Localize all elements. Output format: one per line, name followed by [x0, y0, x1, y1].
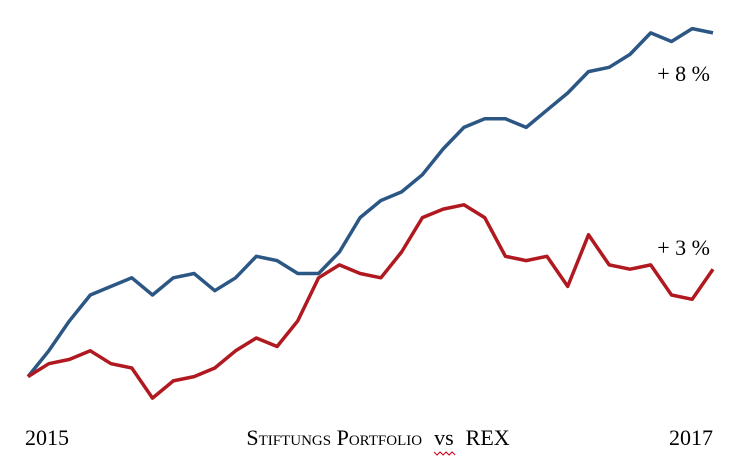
legend-label: Stiftungs Portfolio — [246, 425, 422, 450]
spell-underline — [433, 451, 456, 456]
series-line — [27, 203, 715, 400]
series-line — [26, 26, 714, 378]
annotation: + 3 % — [657, 235, 710, 260]
legend-separator: vs — [434, 425, 454, 450]
annotation: + 8 % — [657, 61, 710, 86]
legend-label: REX — [466, 425, 510, 450]
x-tick-label: 2017 — [669, 425, 713, 450]
x-tick-label: 2015 — [25, 425, 69, 450]
